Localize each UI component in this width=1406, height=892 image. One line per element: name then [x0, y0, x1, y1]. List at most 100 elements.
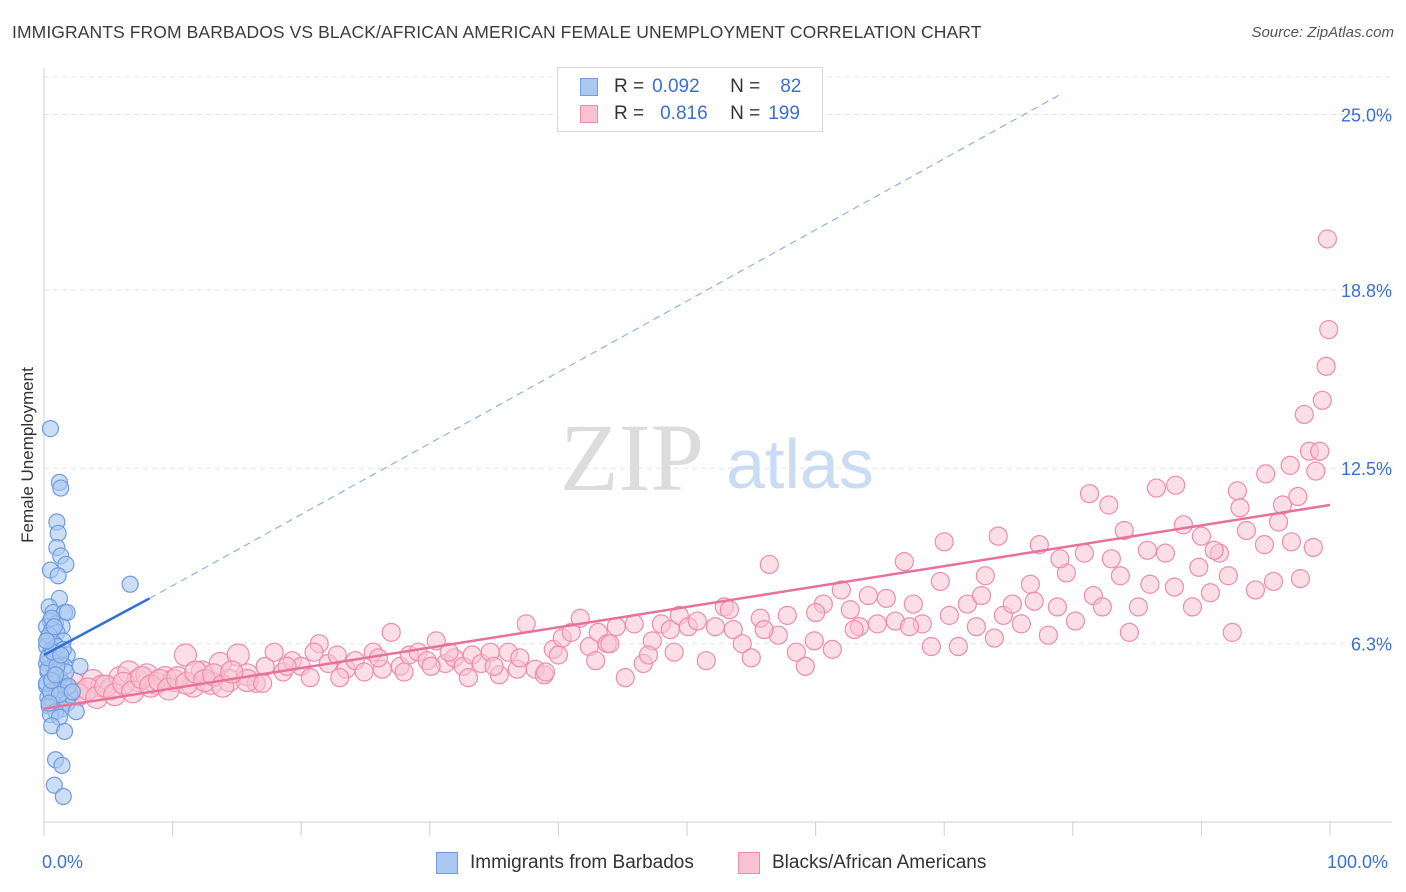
- point-black-72: [696, 651, 716, 671]
- point-black-77: [741, 648, 761, 668]
- point-black-75: [723, 619, 743, 640]
- point-black-155: [1079, 484, 1100, 504]
- point-black-165: [1268, 512, 1289, 532]
- point-black-64: [624, 614, 644, 634]
- watermark-zip: ZIP: [560, 404, 704, 511]
- point-black-98: [930, 571, 950, 592]
- point-barbados-81: [46, 666, 65, 684]
- point-black-124: [1164, 577, 1184, 597]
- point-black-113: [1065, 611, 1085, 631]
- point-barbados-59: [53, 756, 71, 774]
- point-black-94: [894, 552, 914, 572]
- legend-n-value: 82: [780, 76, 802, 97]
- point-black-134: [1254, 535, 1275, 555]
- point-black-81: [777, 605, 797, 625]
- point-black-103: [975, 566, 995, 586]
- trend-barbados-extension: [149, 94, 1061, 599]
- point-barbados-80: [63, 683, 81, 701]
- point-black-160: [1189, 557, 1209, 577]
- point-black-117: [1101, 549, 1121, 569]
- point-barbados-60: [45, 776, 63, 794]
- y-tick-label-1: 12.5%: [1341, 459, 1392, 479]
- point-black-130: [1218, 566, 1239, 586]
- point-black-137: [1281, 532, 1302, 552]
- point-black-148: [844, 619, 864, 640]
- point-black-175: [1310, 441, 1330, 461]
- point-black-170: [1312, 390, 1332, 410]
- point-black-138: [1290, 569, 1311, 589]
- point-black-151: [971, 585, 992, 606]
- point-black-91: [867, 614, 887, 634]
- legend-r-value: 0.092: [652, 76, 700, 97]
- point-black-202: [439, 642, 459, 662]
- point-black-168: [1294, 404, 1314, 425]
- point-black-114: [1074, 543, 1094, 563]
- point-black-99: [939, 605, 959, 625]
- legend-item-barbados: Immigrants from Barbados: [436, 852, 694, 874]
- y-tick-label-0: 6.3%: [1351, 635, 1392, 655]
- series-legend: Immigrants from Barbados Blacks/African …: [0, 852, 1406, 876]
- point-black-106: [1002, 594, 1022, 614]
- y-tick-label-3: 25.0%: [1341, 105, 1392, 125]
- point-black-120: [1128, 597, 1148, 617]
- legend-n-value: 199: [768, 103, 800, 124]
- point-black-208: [638, 645, 659, 665]
- point-black-107: [1011, 614, 1031, 634]
- legend-row-black: R = 0.816 N = 199: [580, 103, 800, 125]
- legend-row-barbados: R = 0.092 N = 82: [580, 76, 801, 98]
- point-black-206: [548, 645, 569, 665]
- point-black-203: [458, 668, 478, 688]
- point-black-135: [1263, 571, 1284, 592]
- point-black-82: [786, 642, 806, 662]
- point-black-123: [1155, 543, 1175, 563]
- point-barbados-10: [121, 575, 139, 593]
- point-black-141: [421, 656, 441, 676]
- point-black-172: [1317, 229, 1338, 249]
- point-barbados-75: [45, 618, 63, 636]
- y-tick-labels: 6.3% 12.5% 18.8% 25.0%: [1341, 105, 1392, 654]
- point-black-126: [1182, 597, 1202, 617]
- point-black-205: [510, 648, 530, 668]
- point-black-101: [957, 594, 977, 614]
- x-tick-label-max: 100.0%: [1327, 852, 1389, 872]
- point-black-122: [1146, 478, 1166, 498]
- point-black-62: [606, 617, 626, 637]
- point-black-147: [805, 602, 826, 623]
- point-barbados-53: [67, 703, 85, 721]
- point-black-116: [1092, 597, 1112, 617]
- point-black-169: [1306, 461, 1326, 481]
- point-black-150: [934, 532, 954, 552]
- point-black-128: [1200, 583, 1221, 603]
- point-black-79: [759, 554, 779, 575]
- point-black-34: [354, 662, 374, 682]
- legend-swatch-blue: [436, 852, 458, 874]
- x-tick-label-min: 0.0%: [42, 852, 84, 872]
- point-black-198: [304, 642, 324, 662]
- chart-title: IMMIGRANTS FROM BARBADOS VS BLACK/AFRICA…: [12, 22, 982, 42]
- point-black-90: [858, 585, 878, 606]
- point-black-57: [561, 622, 581, 642]
- correlation-legend: R = 0.092 N = 82 R = 0.816 N = 199: [557, 67, 823, 132]
- point-black-97: [921, 636, 941, 657]
- legend-r-label: R =: [614, 76, 645, 97]
- point-black-108: [1020, 574, 1040, 594]
- point-black-88: [840, 600, 860, 620]
- point-black-133: [1245, 580, 1266, 600]
- point-black-132: [1236, 520, 1257, 541]
- point-black-204: [484, 656, 504, 676]
- watermark-atlas: atlas: [726, 425, 874, 503]
- point-black-86: [822, 639, 842, 659]
- point-black-111: [1047, 597, 1067, 617]
- point-black-119: [1119, 622, 1139, 642]
- point-black-161: [1204, 540, 1224, 560]
- point-black-95: [903, 594, 923, 614]
- legend-item-black: Blacks/African Americans: [738, 852, 986, 874]
- point-black-127: [1191, 526, 1212, 546]
- point-black-143: [586, 651, 606, 671]
- point-black-173: [1319, 319, 1339, 340]
- point-black-83: [795, 656, 815, 676]
- point-black-162: [1222, 622, 1242, 642]
- point-black-164: [1256, 464, 1276, 484]
- point-barbados-2: [52, 479, 70, 497]
- point-black-104: [984, 628, 1004, 648]
